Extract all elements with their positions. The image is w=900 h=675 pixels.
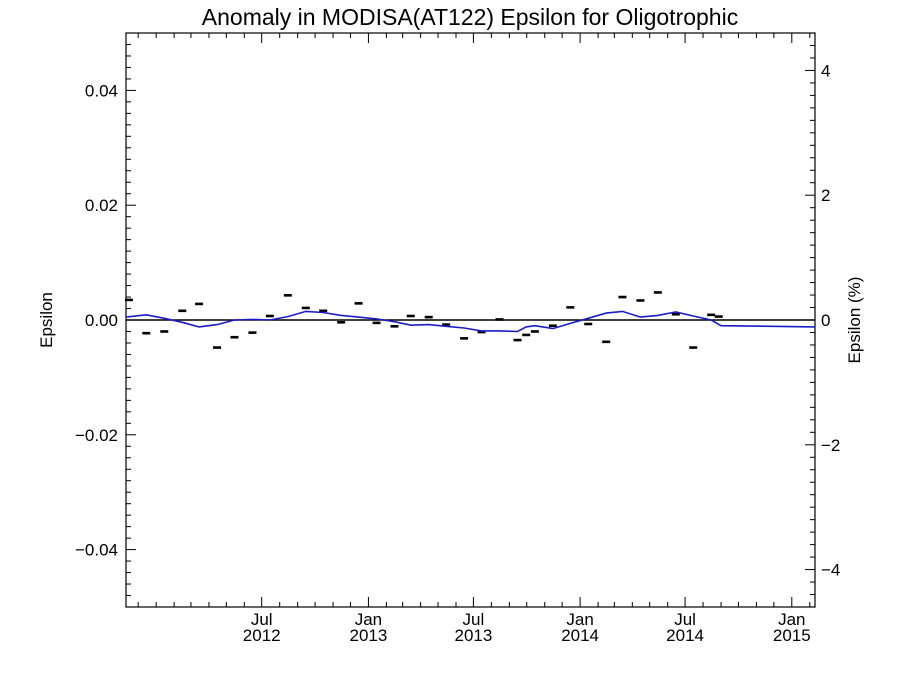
x-tick-year: 2013 <box>454 626 492 645</box>
x-tick-year: 2015 <box>773 626 811 645</box>
series-layer <box>124 291 816 349</box>
series-line <box>125 310 816 333</box>
x-tick-month: Jul <box>674 610 696 629</box>
x-tick-year: 2013 <box>350 626 388 645</box>
y-axis-left: 0.04 0.02 0.00 −0.02 −0.04 <box>75 32 136 608</box>
chart-title: Anomaly in MODISA(AT122) Epsilon for Oli… <box>202 4 738 30</box>
y-tick-label: 0.04 <box>85 81 118 100</box>
x-tick-month: Jul <box>251 610 273 629</box>
y-tick-label: −0.02 <box>75 426 118 445</box>
y-right-tick-label: −4 <box>821 561 840 580</box>
x-tick-month: Jan <box>566 610 593 629</box>
y-tick-label: 0.02 <box>85 196 118 215</box>
x-tick-month: Jan <box>355 610 382 629</box>
x-tick-year: 2012 <box>243 626 281 645</box>
y-tick-label: 0.00 <box>85 311 118 330</box>
x-tick-month: Jul <box>463 610 485 629</box>
y-right-tick-label: 0 <box>821 311 830 330</box>
y-axis-label: Epsilon <box>37 292 56 348</box>
y-right-tick-label: 2 <box>821 186 830 205</box>
y-right-tick-label: −2 <box>821 436 840 455</box>
y-tick-label: −0.04 <box>75 541 118 560</box>
x-tick-year: 2014 <box>666 626 704 645</box>
x-axis: Jul2012Jan2013Jul2013Jan2014Jul2014Jan20… <box>137 33 811 645</box>
x-tick-month: Jan <box>778 610 805 629</box>
x-tick-year: 2014 <box>561 626 599 645</box>
y-axis-label-right: Epsilon (%) <box>845 277 864 364</box>
y-axis-right: 4 2 0 −2 −4 <box>805 32 840 608</box>
y-right-tick-label: 4 <box>821 61 830 80</box>
